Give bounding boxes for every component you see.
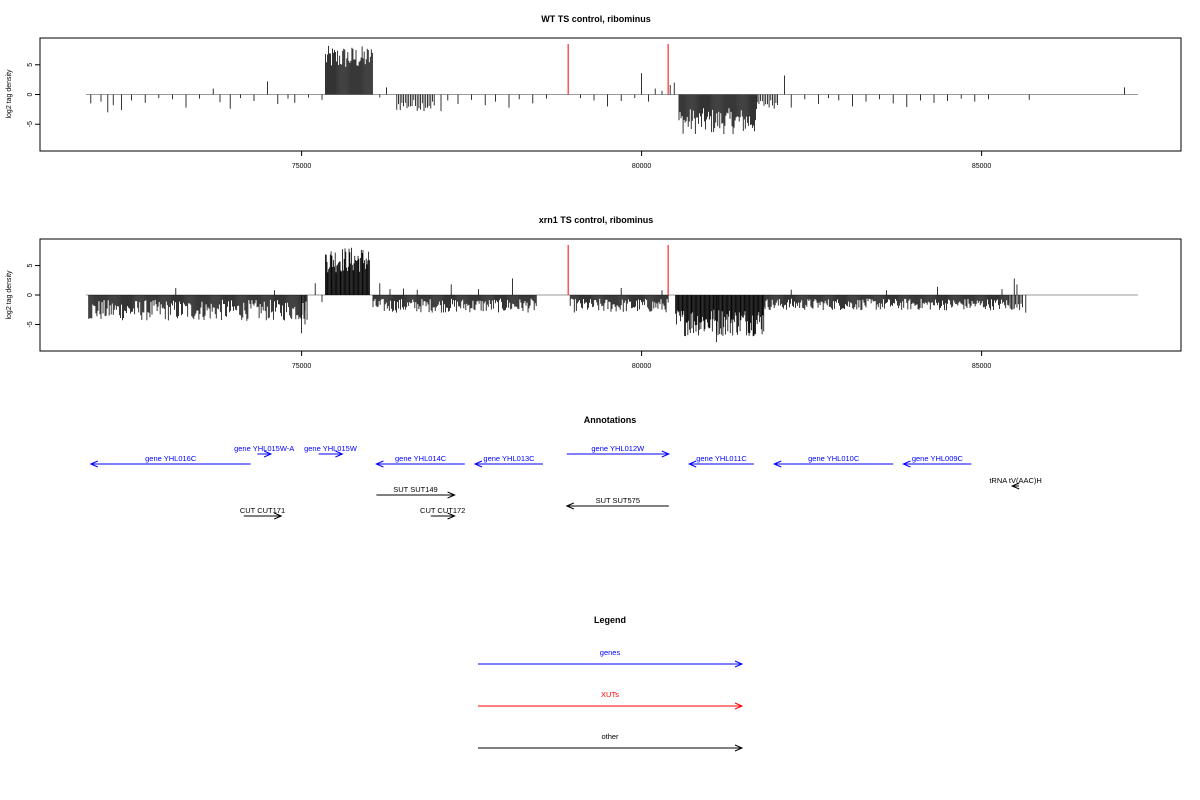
panel-wt-title: WT TS control, ribominus [541, 14, 651, 24]
x-tick-label: 85000 [972, 163, 992, 170]
arrow-head [375, 460, 384, 468]
x-tick-label: 85000 [972, 363, 992, 370]
arrow-head [565, 502, 574, 510]
panel-xrn1-xut-markers [567, 244, 669, 295]
annotation-feature: gene YHL014C [375, 454, 465, 468]
feature-label: CUT CUT172 [420, 506, 465, 515]
feature-label: CUT CUT171 [240, 506, 285, 515]
x-tick-label: 75000 [292, 363, 312, 370]
annotation-feature: tRNA tV(AAC)H [989, 476, 1042, 490]
legend-arrow-head [734, 660, 744, 668]
panel-wt-y-axis: -5 0 5 [27, 63, 41, 127]
annotation-feature: gene YHL011C [687, 454, 754, 468]
legend-item: genes [478, 648, 744, 668]
panel-wt-xut-markers [567, 43, 669, 95]
legend-item: XUTs [478, 690, 744, 710]
feature-label: SUT SUT575 [596, 496, 640, 505]
arrow-head [274, 512, 283, 520]
panel-wt-x-axis: 75000 80000 85000 [292, 150, 992, 170]
arrow-head [89, 460, 98, 468]
y-tick-label: -5 [27, 321, 34, 327]
annotation-feature: gene YHL015W [304, 444, 358, 458]
feature-label: tRNA tV(AAC)H [989, 476, 1042, 485]
legend: Legend genes XUTs other [478, 615, 744, 752]
y-tick-label: 5 [27, 63, 34, 67]
panel-xrn1: xrn1 TS control, ribominus log2 tag dens… [6, 215, 1182, 370]
feature-label: gene YHL011C [696, 454, 747, 463]
feature-label: gene YHL009C [912, 454, 964, 463]
panel-xrn1-y-axis: -5 0 5 [27, 264, 41, 328]
panel-wt-ylabel: log2 tag density [6, 69, 13, 119]
arrow-head [661, 450, 671, 458]
feature-label: gene YHL010C [808, 454, 860, 463]
y-tick-label: 5 [27, 264, 34, 268]
legend-label: genes [600, 648, 621, 657]
panel-xrn1-ylabel: log2 tag density [6, 270, 13, 320]
y-tick-label: -5 [27, 121, 34, 127]
panel-xrn1-title: xrn1 TS control, ribominus [539, 215, 654, 225]
feature-label: SUT SUT149 [393, 485, 437, 494]
annotation-feature: SUT SUT149 [376, 485, 456, 499]
feature-label: gene YHL015W [304, 444, 358, 453]
feature-label: gene YHL015W-A [234, 444, 294, 453]
annotation-feature: CUT CUT171 [240, 506, 285, 520]
x-tick-label: 80000 [632, 163, 652, 170]
x-tick-label: 75000 [292, 163, 312, 170]
panel-xrn1-x-axis: 75000 80000 85000 [292, 350, 992, 370]
arrow-head [335, 450, 344, 458]
arrow-head [473, 460, 483, 468]
arrow-head [687, 460, 697, 468]
arrow-head [447, 512, 456, 520]
panel-wt: WT TS control, ribominus log2 tag densit… [6, 14, 1182, 170]
annotation-feature: gene YHL009C [902, 454, 972, 468]
x-tick-label: 80000 [632, 363, 652, 370]
annotation-feature: gene YHL013C [473, 454, 543, 468]
arrow-head [447, 491, 456, 499]
annotation-feature: gene YHL015W-A [234, 444, 294, 458]
legend-item: other [478, 732, 744, 752]
arrow-head [1010, 482, 1020, 490]
annotation-feature: CUT CUT172 [420, 506, 465, 520]
feature-label: gene YHL016C [145, 454, 197, 463]
legend-arrow-head [734, 702, 744, 710]
legend-arrow-head [734, 744, 744, 752]
annotation-feature: gene YHL016C [89, 454, 251, 468]
legend-label: XUTs [601, 690, 619, 699]
annotation-feature: SUT SUT575 [565, 496, 669, 510]
annotation-feature: gene YHL012W [566, 444, 671, 458]
legend-items: genes XUTs other [478, 648, 744, 752]
y-tick-label: 0 [27, 293, 34, 297]
feature-label: gene YHL012W [591, 444, 645, 453]
y-tick-label: 0 [27, 92, 34, 96]
panel-wt-bars [90, 45, 1125, 135]
legend-title: Legend [594, 615, 626, 625]
legend-label: other [601, 732, 619, 741]
arrow-head [902, 460, 911, 468]
annotation-feature: gene YHL010C [772, 454, 894, 468]
arrow-head [263, 450, 273, 458]
arrow-head [772, 460, 782, 468]
feature-label: gene YHL014C [395, 454, 447, 463]
feature-label: gene YHL013C [483, 454, 535, 463]
annotation-features: gene YHL016C gene YHL015W-A gene YHL015W ge… [89, 444, 1042, 520]
panel-xrn1-bars [88, 247, 1027, 343]
annotations-title: Annotations [584, 415, 637, 425]
